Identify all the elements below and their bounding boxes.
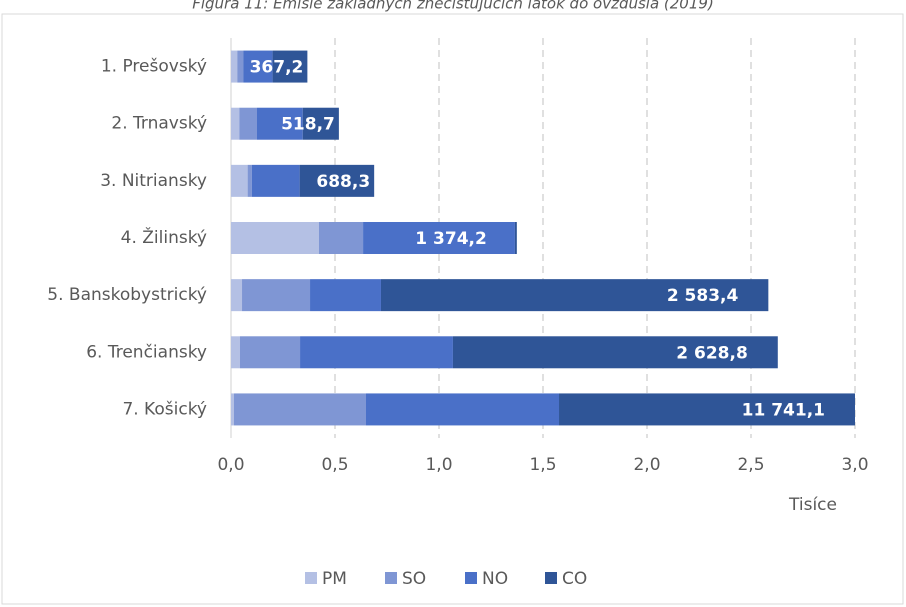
x-tick-label: 2,5 bbox=[737, 455, 764, 475]
bar-segment bbox=[247, 164, 252, 197]
bar-segment bbox=[231, 222, 319, 254]
total-label: 11 741,1 bbox=[742, 400, 825, 420]
bar-segment bbox=[237, 50, 244, 83]
legend-label: SO bbox=[402, 569, 426, 589]
y-tick-label: 5. Banskobystrický bbox=[47, 285, 207, 305]
bar-segment bbox=[302, 107, 339, 140]
bar-segment bbox=[231, 50, 238, 83]
y-tick-label: 6. Trenčiansky bbox=[86, 342, 207, 362]
y-tick-label: 2. Trnavský bbox=[111, 114, 207, 134]
x-tick-label: 1,0 bbox=[425, 455, 452, 475]
total-label: 2 628,8 bbox=[676, 343, 748, 363]
bar-segment bbox=[299, 164, 375, 197]
chart-title: Figura 11: Emisie základných znečisťujúc… bbox=[192, 0, 714, 13]
bar-segment bbox=[242, 279, 311, 312]
total-label: 518,7 bbox=[281, 115, 335, 135]
x-tick-label: 2,0 bbox=[633, 455, 660, 475]
bar-segment bbox=[257, 107, 303, 140]
bar-segment bbox=[231, 107, 240, 140]
x-tick-label: 0,0 bbox=[217, 455, 244, 475]
x-tick-label: 0,5 bbox=[321, 455, 348, 475]
x-axis-label: Tisíce bbox=[788, 495, 837, 515]
total-label: 2 583,4 bbox=[667, 286, 739, 306]
x-tick-label: 1,5 bbox=[529, 455, 556, 475]
bar-segment bbox=[452, 336, 778, 369]
bar-segment bbox=[363, 222, 515, 254]
total-label: 1 374,2 bbox=[415, 229, 487, 249]
total-label: 688,3 bbox=[316, 172, 370, 192]
bar-segment bbox=[243, 50, 273, 83]
x-tick-label: 3,0 bbox=[841, 455, 868, 475]
bar-segment bbox=[365, 393, 560, 426]
bar-segment bbox=[239, 336, 301, 369]
legend-swatch bbox=[305, 572, 317, 584]
legend-swatch bbox=[465, 572, 477, 584]
bar-segment bbox=[231, 164, 248, 197]
legend-swatch bbox=[385, 572, 397, 584]
bar-segment bbox=[318, 222, 364, 254]
bar-segment bbox=[231, 393, 234, 426]
y-tick-label: 3. Nitriansky bbox=[100, 171, 207, 191]
bar-segment bbox=[251, 164, 300, 197]
bar-segment bbox=[310, 279, 381, 312]
y-tick-label: 7. Košický bbox=[122, 399, 207, 419]
bar-segment bbox=[239, 107, 257, 140]
legend-label: PM bbox=[322, 569, 347, 589]
bar-segment bbox=[231, 336, 240, 369]
legend-swatch bbox=[545, 572, 557, 584]
total-label: 367,2 bbox=[250, 58, 304, 78]
legend-label: CO bbox=[562, 569, 587, 589]
bar-segment bbox=[380, 279, 769, 312]
bar-segment bbox=[559, 393, 855, 426]
bar-segment bbox=[514, 222, 517, 254]
legend-label: NO bbox=[482, 569, 508, 589]
bar-segment bbox=[272, 50, 308, 83]
bar-segment bbox=[231, 279, 243, 312]
y-tick-label: 1. Prešovský bbox=[101, 57, 207, 77]
bar-segment bbox=[300, 336, 453, 369]
bar-segment bbox=[233, 393, 366, 426]
y-tick-label: 4. Žilinský bbox=[121, 226, 207, 248]
